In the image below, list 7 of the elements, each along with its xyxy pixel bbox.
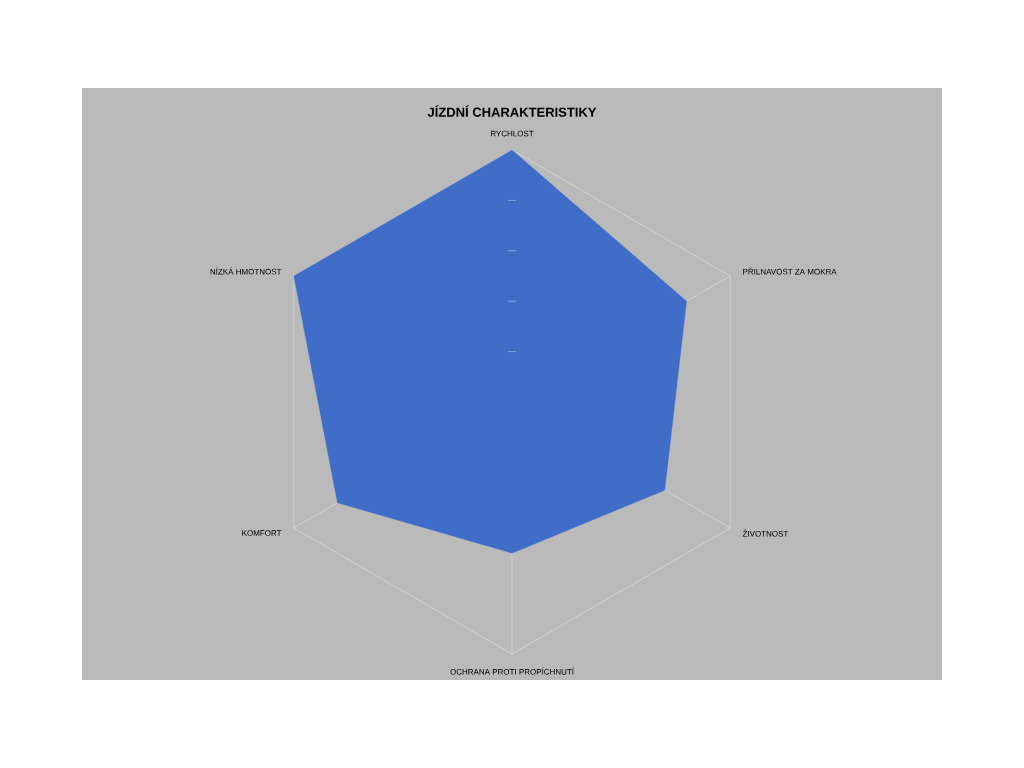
chart-title: JÍZDNÍ CHARAKTERISTIKY [427,105,597,117]
spoke-label: ŽIVOTNOST [742,529,789,537]
spoke-label: NÍZKÁ HMOTNOST [210,267,282,275]
spoke-label: RYCHLOST [490,130,534,137]
spoke-label: KOMFORT [242,530,282,536]
spoke-label: OCHRANA PROTI PROPÍCHNUTÍ [450,667,574,675]
spoke-label: PŘILNAVOST ZA MOKRA [743,267,837,275]
